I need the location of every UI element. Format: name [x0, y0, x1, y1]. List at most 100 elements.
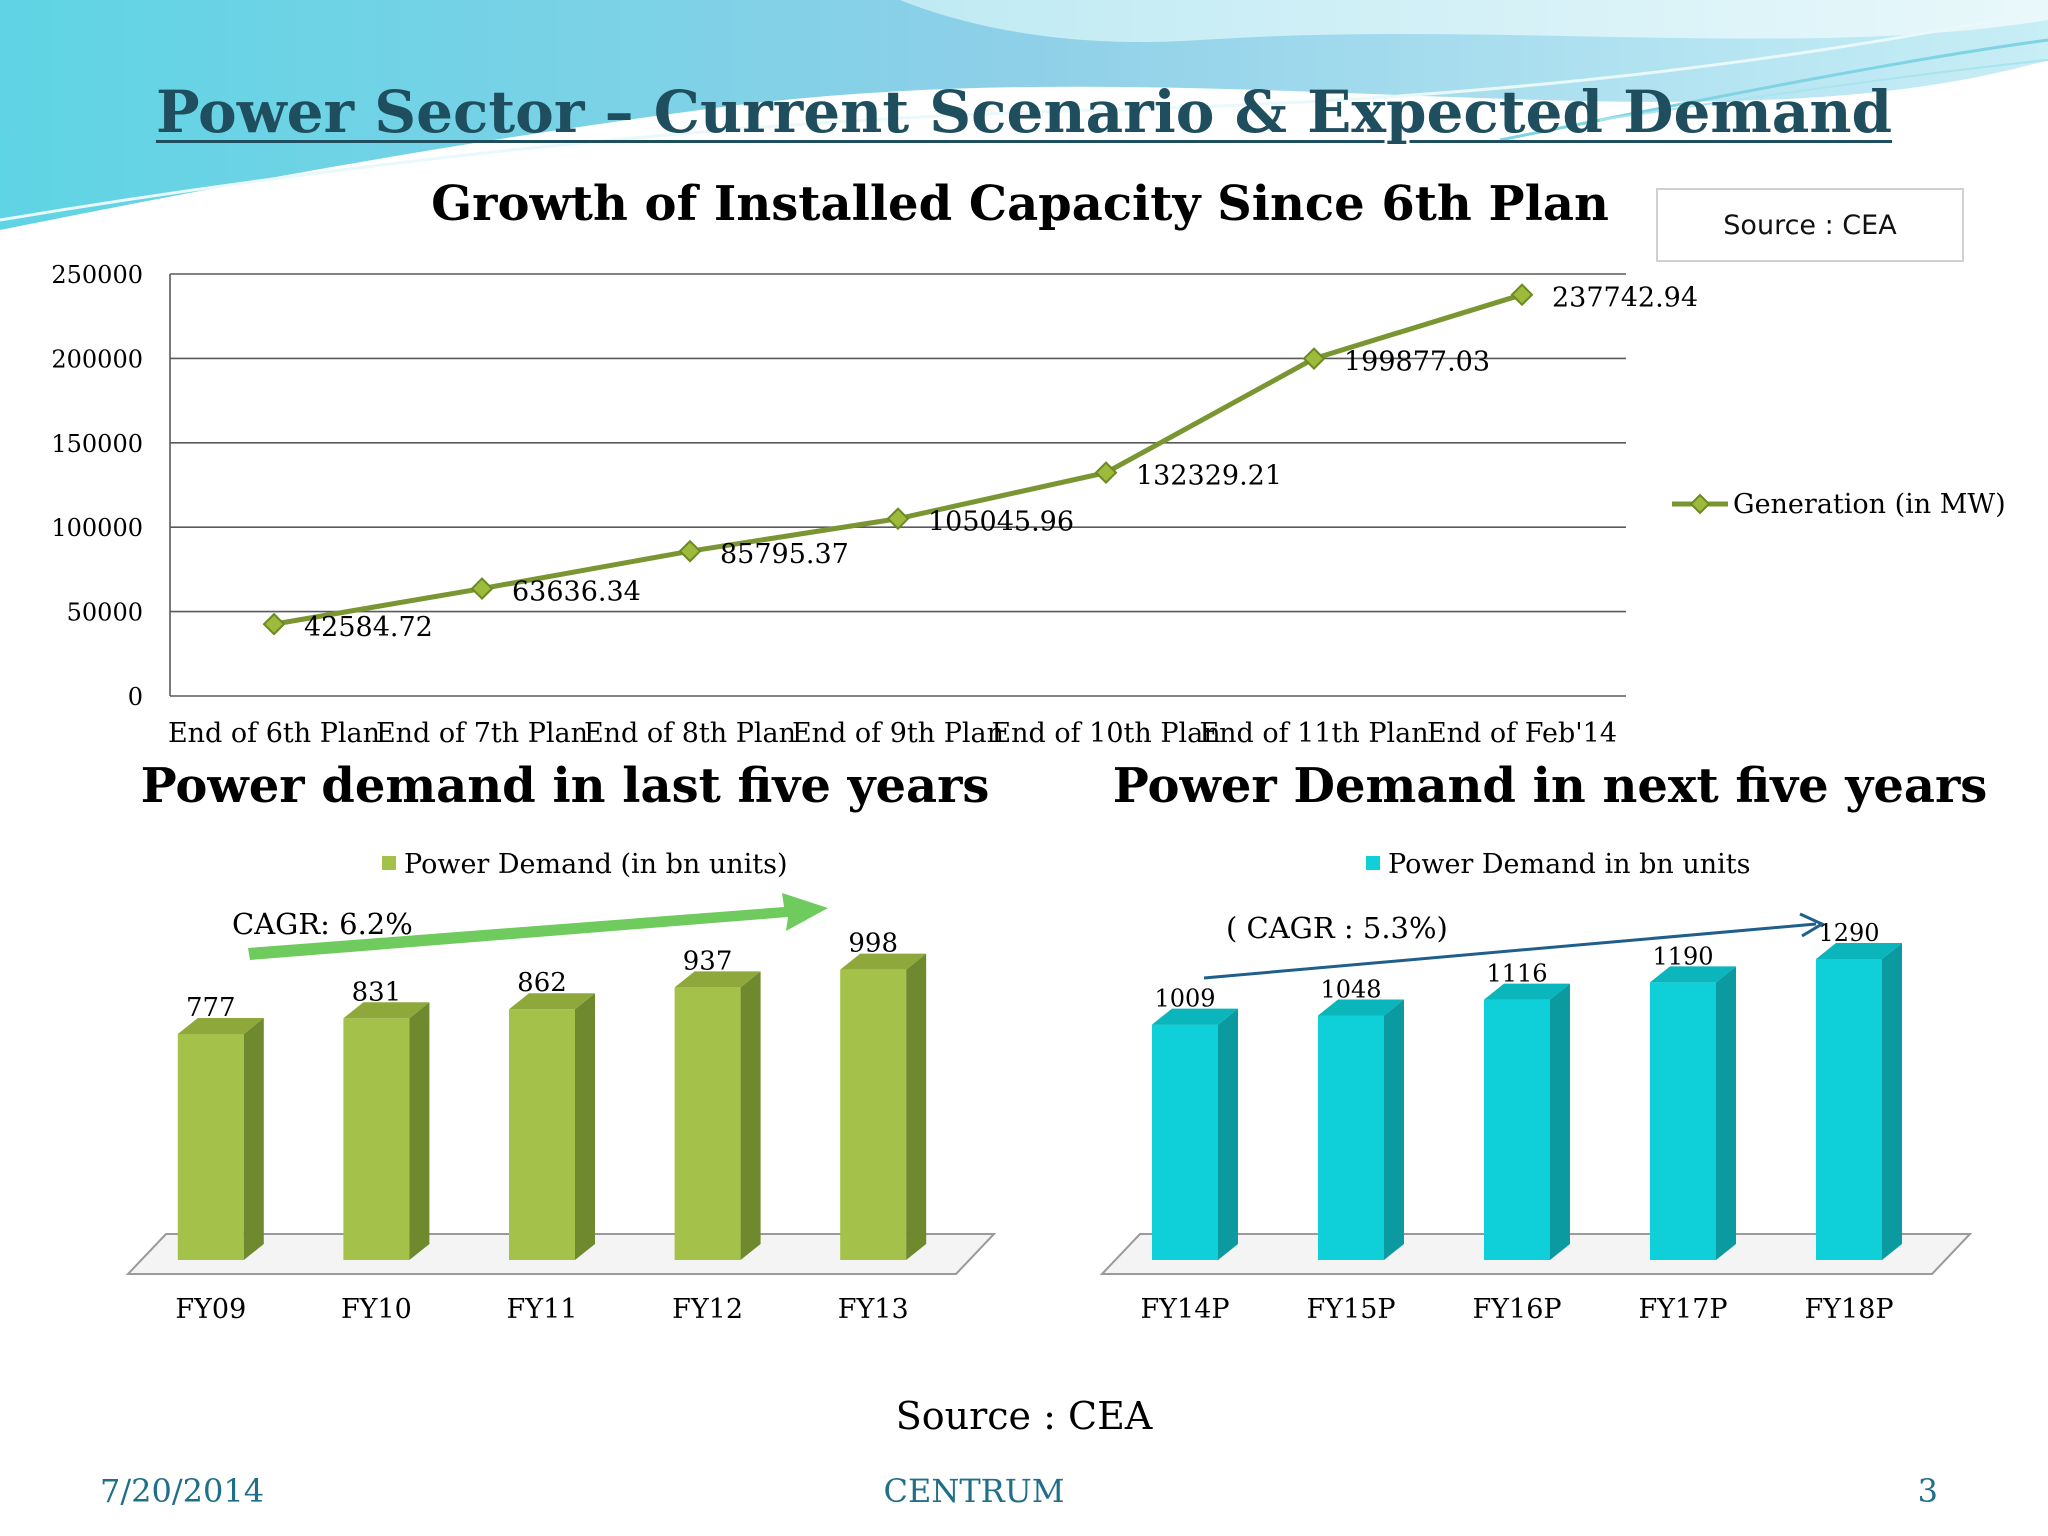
- data-point: [1094, 461, 1118, 485]
- bar-top: [674, 971, 761, 988]
- x-tick-label: End of 10th Plan: [991, 718, 1220, 749]
- bar-chart-legend: Power Demand in bn units: [1366, 849, 1750, 880]
- bar-front: [674, 987, 741, 1260]
- bar-chart-bars: [177, 953, 927, 1260]
- bar-top: [509, 993, 595, 1010]
- x-tick-label: FY13: [838, 1294, 909, 1325]
- bar-data-label: 777: [186, 993, 236, 1023]
- cagr-arrow-icon: [1203, 922, 1817, 980]
- x-tick-label: FY17P: [1638, 1294, 1727, 1325]
- bar-chart-floor: [125, 1233, 997, 1275]
- x-tick-label: FY09: [175, 1294, 246, 1325]
- legend-marker-icon: [1689, 493, 1711, 515]
- bar-side: [409, 1002, 430, 1260]
- data-label: 237742.94: [1552, 283, 1698, 314]
- bar-data-label: 1290: [1818, 919, 1879, 947]
- bar-chart-x-ticks: FY14P FY15P FY16P FY17P FY18P: [1140, 1294, 1893, 1325]
- bar-front: [1152, 1024, 1218, 1260]
- bar-data-label: 1116: [1486, 960, 1547, 988]
- bar-front: [343, 1018, 410, 1260]
- bar-data-label: 831: [352, 977, 402, 1007]
- bar-data-label: 1048: [1320, 975, 1381, 1003]
- data-label: 63636.34: [512, 577, 641, 608]
- source-caption: Source : CEA: [895, 1394, 1153, 1438]
- bar-front: [1484, 999, 1550, 1260]
- line-chart-y-ticks: 0 50000 100000 150000 200000 250000: [51, 261, 143, 711]
- bar-chart-data-labels: 777 831 862 937 998: [186, 929, 898, 1023]
- bar-data-label: 862: [517, 968, 567, 998]
- data-point: [470, 577, 494, 600]
- bar-data-label: 1190: [1652, 942, 1713, 970]
- data-label: 132329.21: [1136, 461, 1282, 492]
- footer-date: 7/20/2014: [100, 1472, 265, 1510]
- data-point: [886, 507, 910, 531]
- x-tick-label: End of Feb'14: [1427, 718, 1617, 749]
- bar-front: [1816, 959, 1882, 1260]
- x-tick-label: FY10: [341, 1294, 412, 1325]
- data-point: [678, 539, 702, 563]
- x-tick-label: FY16P: [1472, 1294, 1561, 1325]
- y-tick-label: 50000: [67, 599, 143, 627]
- line-chart-series: 42584.72 63636.34 85795.37 105045.96 132329.…: [262, 283, 1698, 643]
- legend-swatch: [1366, 856, 1380, 870]
- bar-top: [1816, 943, 1902, 959]
- bar-top: [840, 953, 927, 970]
- bar-data-label: 1009: [1154, 985, 1215, 1013]
- data-point: [262, 612, 286, 636]
- bar-top: [343, 1002, 430, 1019]
- bar-top: [1484, 983, 1570, 1000]
- x-tick-label: End of 6th Plan: [168, 718, 380, 749]
- bar-chart-floor: [1099, 1233, 1973, 1275]
- x-tick-label: FY18P: [1804, 1294, 1893, 1325]
- x-tick-label: FY15P: [1306, 1294, 1395, 1325]
- source-box: Source : CEA: [1656, 188, 1964, 262]
- cagr-annotation: CAGR: 6.2%: [232, 893, 828, 960]
- footer-company: CENTRUM: [883, 1472, 1065, 1510]
- bar-front: [1318, 1015, 1384, 1260]
- bar-chart-legend: Power Demand (in bn units): [382, 849, 788, 880]
- bar-data-label: 998: [848, 929, 898, 959]
- legend-label: Power Demand (in bn units): [404, 849, 788, 880]
- x-tick-label: End of 8th Plan: [584, 718, 796, 749]
- data-point: [1302, 347, 1326, 371]
- data-label: 199877.03: [1344, 347, 1490, 378]
- x-tick-label: End of 9th Plan: [792, 718, 1004, 749]
- bar-side: [1550, 983, 1570, 1260]
- data-point: [1510, 283, 1534, 307]
- bar-chart-x-ticks: FY09 FY10 FY11 FY12 FY13: [175, 1294, 908, 1325]
- cagr-label: ( CAGR : 5.3%): [1226, 911, 1448, 945]
- y-tick-label: 100000: [51, 514, 143, 542]
- bar-top: [1650, 966, 1736, 983]
- bar-side: [740, 971, 761, 1260]
- bar-data-label: 937: [683, 946, 733, 976]
- background-wave: [0, 0, 2048, 230]
- data-label: 42584.72: [304, 612, 433, 643]
- y-tick-label: 250000: [51, 261, 143, 289]
- bar-front: [509, 1009, 575, 1260]
- bar-chart-past-title: Power demand in last five years: [140, 758, 990, 814]
- x-tick-label: FY14P: [1140, 1294, 1229, 1325]
- line-chart-title: Growth of Installed Capacity Since 6th P…: [431, 176, 1609, 232]
- footer-page-number: 3: [1917, 1472, 1938, 1510]
- cagr-label: CAGR: 6.2%: [232, 907, 413, 941]
- legend-label: Power Demand in bn units: [1388, 849, 1750, 880]
- bar-chart-bars: [1152, 943, 1902, 1260]
- bar-side: [1716, 966, 1736, 1260]
- data-label: 85795.37: [720, 539, 849, 570]
- bar-chart-future-title: Power Demand in next five years: [1112, 758, 1988, 814]
- bar-chart-data-labels: 1009 1048 1116 1190 1290: [1154, 919, 1879, 1013]
- line-chart-grid: [169, 273, 1626, 697]
- cagr-arrow-icon: [248, 893, 828, 960]
- line-chart-legend: Generation (in MW): [1672, 489, 2006, 520]
- series-line: [273, 292, 1523, 627]
- floor-plane: [125, 1233, 997, 1275]
- bar-top: [1152, 1008, 1238, 1025]
- bar-top: [1318, 999, 1404, 1016]
- x-tick-label: FY11: [507, 1294, 578, 1325]
- data-label: 105045.96: [928, 507, 1074, 538]
- bar-side: [575, 993, 595, 1260]
- bar-side: [1384, 999, 1404, 1260]
- x-tick-label: End of 7th Plan: [376, 718, 588, 749]
- bar-front: [177, 1033, 244, 1260]
